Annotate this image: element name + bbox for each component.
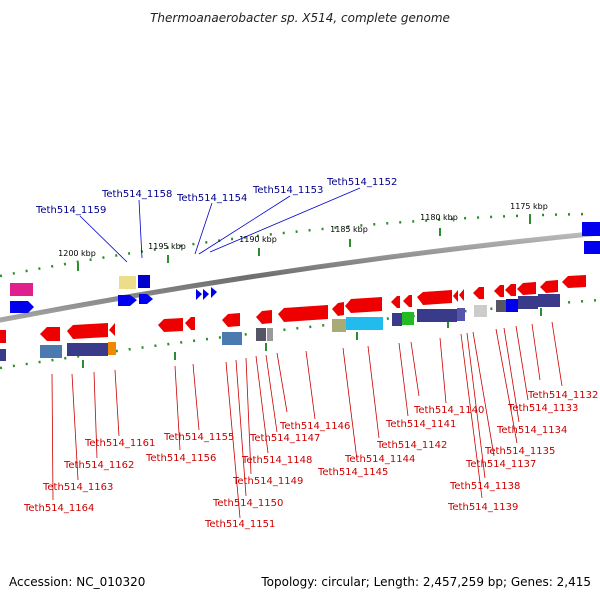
scale-label: 1200 kbp: [58, 249, 96, 258]
gene-label: Teth514_1139: [447, 502, 518, 513]
gene-label: Teth514_1152: [326, 177, 397, 188]
gene-label: Teth514_1159: [35, 205, 106, 216]
scale-label: 1195 kbp: [148, 242, 186, 251]
gene-label: Teth514_1156: [145, 453, 216, 464]
inner-ticks: [82, 308, 542, 368]
scale-label: 1175 kbp: [510, 202, 548, 211]
gene-label: Teth514_1153: [252, 185, 323, 196]
gene-label: Teth514_1154: [176, 193, 247, 204]
gene-label: Teth514_1161: [84, 438, 155, 449]
bottom-leaders: [51, 321, 563, 519]
top-leaders: [79, 187, 361, 263]
gene-label: Teth514_1132: [527, 390, 598, 401]
gene-label: Teth514_1135: [484, 446, 555, 457]
gene-label: Teth514_1134: [496, 425, 567, 436]
gene-label: Teth514_1141: [385, 419, 456, 430]
gene-label: Teth514_1151: [204, 519, 275, 530]
bottom-gene-labels: Teth514_1164 Teth514_1163 Teth514_1162 T…: [23, 390, 598, 530]
gene-label: Teth514_1163: [42, 482, 113, 493]
gene-label: Teth514_1138: [449, 481, 520, 492]
map-title: Thermoanaerobacter sp. X514, complete ge…: [150, 11, 450, 25]
gene-features-lane1: [0, 275, 586, 343]
gene-label: Teth514_1164: [23, 503, 94, 514]
accession-text: Accession: NC_010320: [9, 575, 145, 589]
scale-label: 1185 kbp: [330, 225, 368, 234]
scale-label: 1190 kbp: [239, 235, 277, 244]
gene-label: Teth514_1146: [279, 421, 350, 432]
gene-label: Teth514_1140: [413, 405, 484, 416]
gene-label: Teth514_1149: [232, 476, 303, 487]
gene-label: Teth514_1142: [376, 440, 447, 451]
genome-summary-text: Topology: circular; Length: 2,457,259 bp…: [260, 575, 591, 589]
gene-label: Teth514_1148: [241, 455, 312, 466]
gene-features-outer: [10, 222, 600, 313]
gene-label: Teth514_1158: [101, 189, 172, 200]
genome-backbone: [0, 230, 600, 323]
scale-ticks: [77, 216, 531, 271]
gene-label: Teth514_1162: [63, 460, 134, 471]
gene-features-lane2: [0, 294, 560, 361]
gene-label: Teth514_1155: [163, 432, 234, 443]
outer-tick-ring: [0, 212, 591, 278]
gene-label: Teth514_1145: [317, 467, 388, 478]
scale-label: 1180 kbp: [420, 213, 458, 222]
top-gene-labels: Teth514_1159 Teth514_1158 Teth514_1154 T…: [35, 177, 397, 216]
gene-label: Teth514_1150: [212, 498, 283, 509]
gene-label: Teth514_1137: [465, 459, 536, 470]
gene-label: Teth514_1133: [507, 403, 578, 414]
gene-label: Teth514_1144: [344, 454, 415, 465]
gene-label: Teth514_1147: [249, 433, 320, 444]
